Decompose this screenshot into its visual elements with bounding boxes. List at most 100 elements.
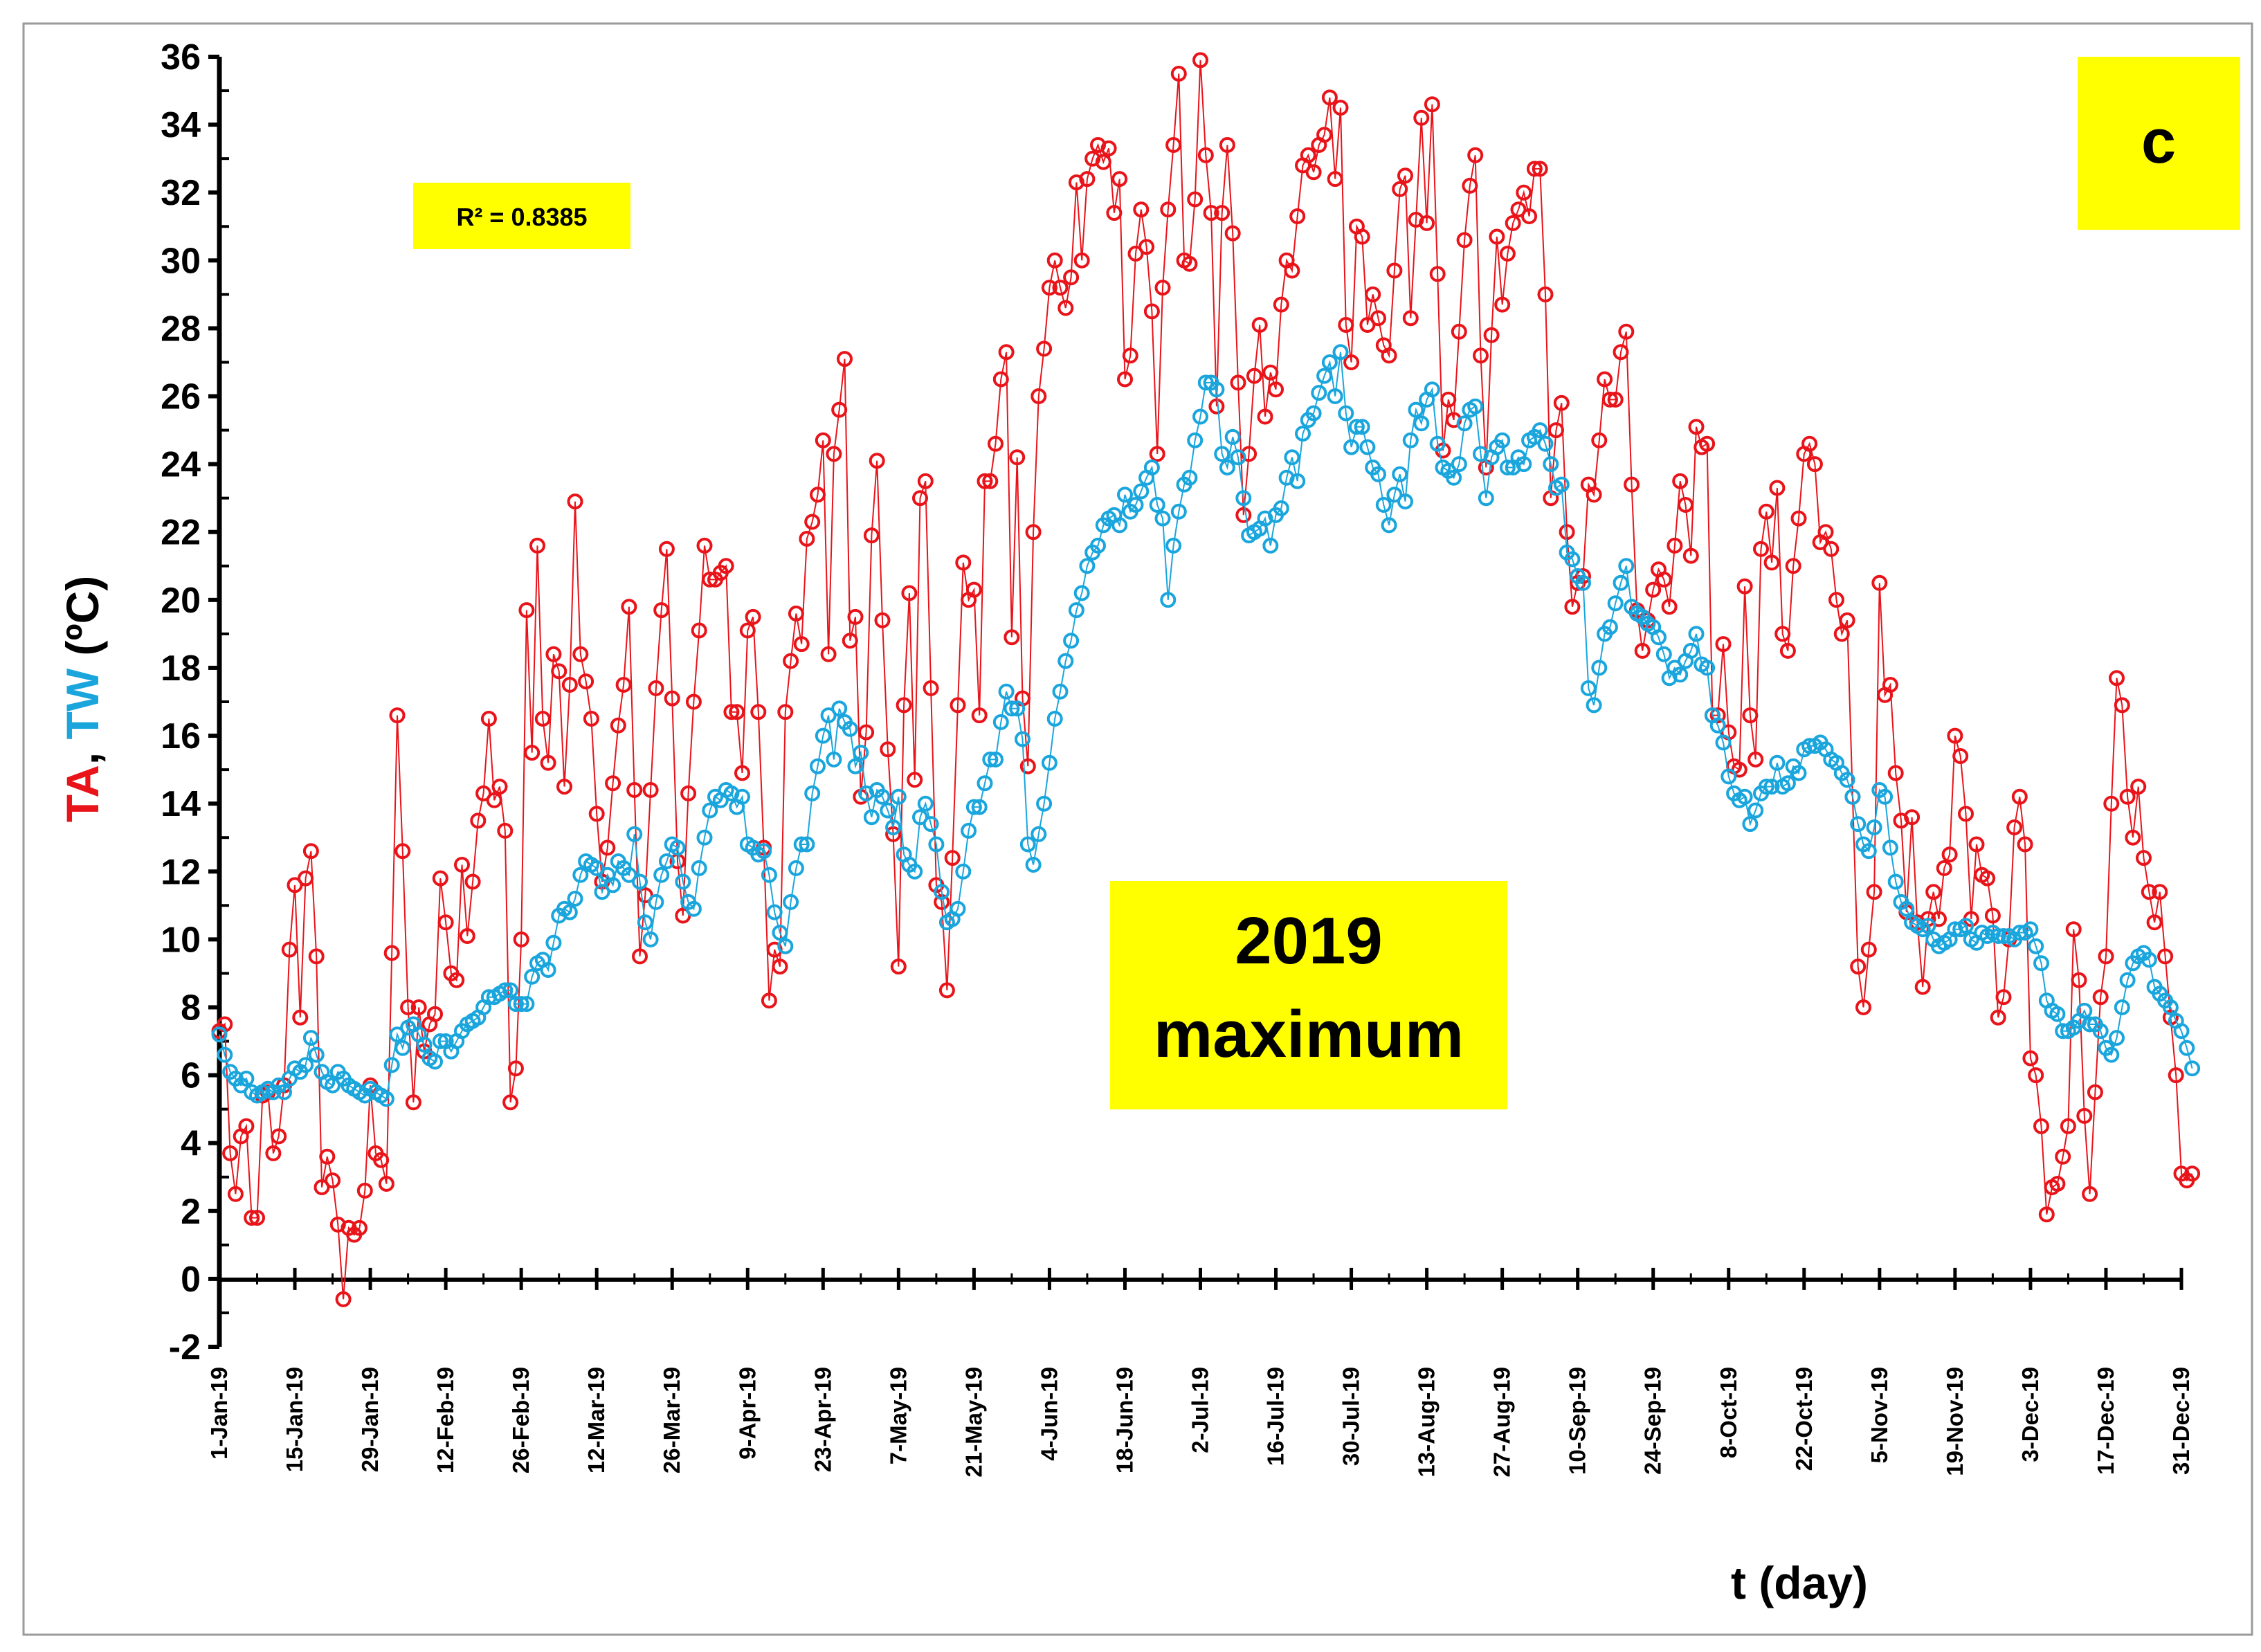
ta-point: [664, 690, 680, 707]
ta-point: [287, 877, 303, 893]
ta-point: [1203, 205, 1219, 221]
tw-point: [847, 758, 864, 774]
tw-point: [1160, 592, 1177, 608]
tw-point: [1165, 537, 1182, 554]
ta-point: [551, 663, 567, 680]
tw-point: [1143, 460, 1160, 475]
ta-point: [1489, 228, 1505, 245]
tw-point: [1015, 731, 1030, 747]
ta-point: [2103, 795, 2120, 812]
tw-point: [1068, 602, 1084, 619]
ta-point: [1624, 476, 1640, 493]
ta-point: [1370, 310, 1386, 327]
tw-point: [1715, 734, 1732, 751]
ta-point: [1117, 371, 1133, 388]
tw-point: [971, 799, 988, 815]
tw-point: [1111, 517, 1128, 534]
ta-point: [271, 1128, 287, 1145]
tw-point: [696, 829, 713, 846]
tw-point: [1887, 873, 1904, 890]
tw-point: [2033, 955, 2049, 972]
tw-point: [685, 900, 702, 917]
tw-point: [1036, 795, 1053, 812]
y-tick-label: 16: [161, 716, 201, 756]
ta-point: [1321, 89, 1338, 106]
ta-point: [475, 785, 492, 801]
y-label-unit: (ºC): [57, 576, 108, 669]
ta-point: [1402, 310, 1419, 327]
ta-point: [2152, 884, 2168, 900]
y-tick-label: 24: [161, 445, 201, 485]
x-tick-label: 15-Jan-19: [282, 1367, 307, 1472]
ta-point: [583, 711, 599, 727]
ta-point: [2076, 1107, 2093, 1124]
x-tick-label: 17-Dec-19: [2093, 1367, 2118, 1475]
tw-point: [2022, 921, 2039, 938]
ta-point: [1952, 748, 1969, 764]
ta-point: [1860, 941, 1877, 958]
ta-point: [1057, 300, 1074, 316]
ta-point: [1747, 751, 1764, 768]
ta-point: [998, 344, 1015, 361]
ta-point: [788, 606, 804, 621]
tw-point: [2184, 1060, 2201, 1077]
tw-point: [1359, 439, 1376, 455]
tw-point: [955, 863, 972, 880]
y-tick-label: 28: [161, 309, 201, 349]
tw-point: [1208, 381, 1225, 398]
tw-point: [1601, 619, 1618, 635]
ta-point: [1284, 262, 1300, 279]
ta-point: [1354, 228, 1370, 245]
ta-point: [1149, 446, 1165, 462]
ta-point: [513, 931, 529, 947]
ta-point: [464, 873, 481, 890]
tw-point: [1429, 435, 1446, 452]
tw-point: [1338, 405, 1354, 421]
tw-point: [518, 996, 535, 1013]
tw-point: [2049, 1006, 2066, 1022]
ta-point: [912, 490, 928, 507]
tw-point: [1958, 918, 1974, 934]
ta-point: [1187, 191, 1204, 208]
tw-point: [389, 1026, 406, 1043]
tw-point: [820, 707, 837, 724]
tw-point: [1499, 460, 1516, 475]
ta-point: [1467, 147, 1484, 163]
tw-point: [1025, 857, 1042, 873]
ta-point: [842, 633, 858, 649]
ta-point: [1009, 449, 1026, 466]
title-line-1: 2019: [1235, 904, 1383, 978]
tw-point: [238, 1071, 255, 1087]
ta-point: [1995, 989, 2012, 1006]
ta-point: [1806, 456, 1823, 473]
tw-point: [788, 860, 804, 876]
ta-point: [605, 775, 621, 792]
ta-point: [685, 693, 702, 710]
ta-point: [1386, 262, 1403, 279]
ta-point: [1839, 612, 1855, 628]
ta-point: [2136, 850, 2152, 866]
ta-point: [1537, 286, 1554, 302]
ta-point: [2168, 1067, 2184, 1084]
ta-point: [739, 622, 756, 639]
tw-point: [1709, 717, 1726, 734]
ta-point: [804, 514, 821, 530]
x-axis-ticks: 1-Jan-19 15-Jan-19 29-Jan-19 12-Feb-19 26-Fe…: [206, 1267, 2194, 1478]
ta-point: [1041, 280, 1057, 296]
ta-point: [524, 745, 541, 761]
ta-point: [632, 948, 648, 965]
ta-point: [1004, 629, 1020, 646]
tw-point: [1284, 449, 1300, 466]
tw-point: [874, 788, 891, 805]
ta-point: [1607, 391, 1624, 408]
x-tick-label: 7-May-19: [885, 1367, 911, 1464]
tw-point: [1127, 497, 1144, 513]
tw-point: [545, 934, 562, 951]
ta-point: [1073, 252, 1090, 269]
ta-point: [454, 857, 470, 873]
ta-point: [1709, 707, 1726, 724]
tw-point: [1117, 487, 1133, 503]
tw-point: [761, 866, 777, 883]
ta-point: [745, 608, 761, 625]
